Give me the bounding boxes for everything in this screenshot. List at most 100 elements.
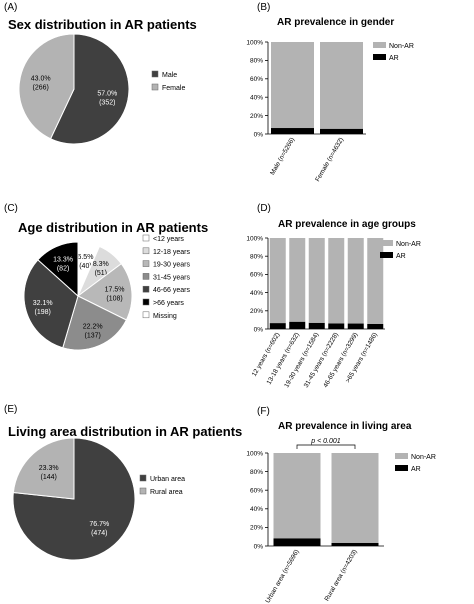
chart-title: AR prevalence in age groups bbox=[278, 219, 416, 230]
y-tick-label: 80% bbox=[250, 469, 263, 476]
slice-percent-label: 8.3% bbox=[93, 261, 109, 268]
bar-segment-ar bbox=[289, 321, 306, 329]
bar-segment-ar bbox=[269, 323, 286, 329]
slice-percent-label: 43.0% bbox=[31, 76, 51, 83]
slice-percent-label: 23.3% bbox=[39, 465, 59, 472]
slice-percent-label: 76.7% bbox=[89, 521, 109, 528]
legend-swatch bbox=[142, 311, 150, 319]
chart-title: Sex distribution in AR patients bbox=[8, 17, 197, 32]
legend-label: AR bbox=[396, 253, 406, 260]
chart-title: AR prevalence in living area bbox=[278, 421, 412, 432]
slice-percent-label: 13.3% bbox=[53, 256, 73, 263]
legend-swatch bbox=[142, 273, 150, 280]
y-tick-label: 40% bbox=[250, 95, 263, 102]
pie-panel-2: (C)Age distribution in AR patients 6.5% (4… bbox=[4, 203, 208, 351]
bar-segment-non-ar bbox=[367, 238, 384, 324]
panel-letter: (C) bbox=[4, 203, 18, 214]
bar-segment-non-ar bbox=[308, 238, 325, 323]
slice-percent-label: 17.5% bbox=[105, 287, 125, 294]
bar-segment-ar bbox=[331, 542, 379, 546]
y-tick-label: 80% bbox=[250, 254, 263, 261]
chart-title: Age distribution in AR patients bbox=[18, 220, 208, 235]
legend-swatch bbox=[142, 285, 150, 293]
legend-label: Missing bbox=[153, 313, 177, 320]
x-tick-label: Female (n=4632) bbox=[314, 137, 345, 184]
pie-outline bbox=[23, 241, 133, 351]
legend-label: Male bbox=[162, 72, 177, 79]
slice-percent-label: 57.0% bbox=[97, 90, 117, 97]
pie-panel-4: (E) Living area distribution in AR patien… bbox=[4, 404, 242, 561]
slice-percent-label: 32.1% bbox=[33, 300, 53, 307]
legend-label: Female bbox=[162, 85, 185, 92]
chart-title: AR prevalence in gender bbox=[277, 17, 394, 28]
legend-label: AR bbox=[389, 55, 399, 62]
y-tick-label: 100% bbox=[246, 39, 263, 46]
y-tick-label: 60% bbox=[250, 272, 263, 279]
legend-swatch bbox=[373, 42, 386, 48]
slice-count-label: (51) bbox=[95, 270, 107, 277]
legend-label: Non-AR bbox=[411, 454, 436, 461]
y-tick-label: 0% bbox=[254, 326, 264, 333]
y-tick-label: 20% bbox=[250, 308, 263, 315]
bar-segment-non-ar bbox=[269, 238, 286, 324]
legend-swatch bbox=[373, 54, 386, 60]
bar-segment-non-ar bbox=[320, 42, 363, 129]
legend-label: Rural area bbox=[150, 489, 183, 496]
panel-letter: (E) bbox=[4, 404, 17, 415]
slice-count-label: (108) bbox=[106, 296, 122, 303]
slice-count-label: (266) bbox=[33, 85, 49, 92]
panel-letter: (B) bbox=[257, 2, 270, 13]
bar-panel-5: (F) AR prevalence in living area 0% 20% 40% 6… bbox=[246, 406, 436, 604]
y-tick-label: 0% bbox=[254, 131, 264, 138]
legend-swatch bbox=[395, 465, 408, 471]
legend-swatch bbox=[142, 234, 150, 242]
x-tick-label: Male (n=5266) bbox=[269, 137, 296, 177]
y-tick-label: 60% bbox=[250, 488, 263, 495]
legend-swatch bbox=[139, 474, 147, 482]
panel-letter: (D) bbox=[257, 203, 271, 214]
legend-label: Urban area bbox=[150, 476, 185, 483]
slice-percent-label: 22.2% bbox=[83, 324, 103, 331]
slice-count-label: (82) bbox=[57, 265, 69, 272]
slice-count-label: (474) bbox=[91, 530, 107, 537]
bar-segment-ar bbox=[273, 538, 321, 546]
legend-label: >66 years bbox=[153, 300, 184, 307]
bar-segment-ar bbox=[328, 323, 345, 329]
x-tick-label: Urban area (n=5696) bbox=[264, 549, 300, 604]
bar-segment-ar bbox=[308, 322, 325, 329]
slice-count-label: (40) bbox=[79, 263, 91, 270]
y-tick-label: 40% bbox=[250, 506, 263, 513]
legend-swatch bbox=[142, 260, 150, 267]
slice-count-label: (198) bbox=[34, 309, 50, 316]
y-tick-label: 80% bbox=[250, 58, 263, 65]
legend-swatch bbox=[395, 453, 408, 459]
legend-label: 12-18 years bbox=[153, 249, 190, 256]
chart-title: Living area distribution in AR patients bbox=[8, 424, 242, 439]
legend-label: 19-30 years bbox=[153, 262, 190, 269]
bar-segment-non-ar bbox=[347, 238, 364, 324]
y-tick-label: 60% bbox=[250, 76, 263, 83]
significance-bracket bbox=[296, 444, 356, 449]
panel-letter: (F) bbox=[257, 406, 270, 417]
panel-letter: (A) bbox=[4, 2, 17, 13]
bar-segment-ar bbox=[347, 323, 364, 329]
bar-segment-ar bbox=[271, 128, 314, 134]
bar-segment-ar bbox=[367, 323, 384, 329]
bar-panel-3: (D) AR prevalence in age groups 0% 20% 40% 60… bbox=[246, 203, 421, 389]
y-tick-label: 100% bbox=[246, 450, 263, 457]
slice-count-label: (352) bbox=[99, 99, 115, 106]
bar-segment-non-ar bbox=[289, 238, 306, 322]
legend-swatch bbox=[139, 487, 147, 495]
pie-outline bbox=[12, 437, 136, 561]
slice-percent-label: 6.5% bbox=[77, 254, 93, 261]
x-tick-label: Rural area (n=4203) bbox=[323, 549, 358, 603]
legend-swatch bbox=[142, 298, 150, 306]
legend-label: AR bbox=[411, 466, 421, 473]
y-tick-label: 100% bbox=[246, 235, 263, 242]
legend-swatch bbox=[380, 240, 393, 246]
legend-swatch bbox=[380, 252, 393, 258]
legend-swatch bbox=[151, 70, 159, 78]
pie-panel-0: (A) Sex distribution in AR patients 57.0% (… bbox=[4, 2, 197, 145]
bar-segment-ar bbox=[320, 128, 363, 134]
